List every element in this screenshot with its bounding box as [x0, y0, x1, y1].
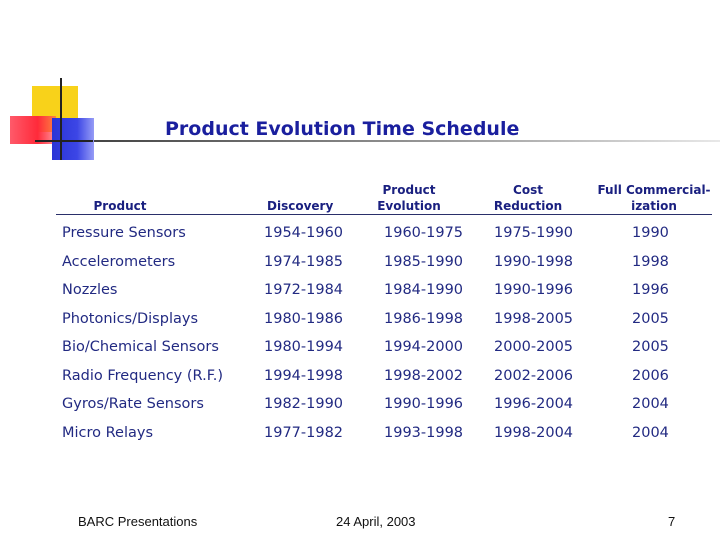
evolution-cell: 1986-1998 — [384, 310, 464, 327]
commercialization-cell: 1996 — [632, 282, 669, 298]
commercialization-cell: 2005 — [632, 339, 669, 355]
product-cell: Nozzles — [62, 282, 118, 298]
commercialization-cell: 2004 — [632, 396, 669, 412]
product-cell: Micro Relays — [62, 424, 154, 441]
table-row: Micro Relays 1977-1982 1993-1998 1998-2004 2… — [56, 419, 712, 447]
discovery-cell: 1974-1985 — [264, 253, 344, 270]
commercialization-cell: 2006 — [632, 367, 669, 384]
table-row: Accelerometers 1974-1985 1985-1990 1990-199… — [56, 248, 712, 276]
product-cell: Radio Frequency (R.F.) — [62, 367, 223, 384]
commercialization-cell: 2005 — [632, 310, 669, 327]
logo-horizontal-line — [35, 140, 93, 142]
discovery-cell: 1954-1960 — [264, 225, 344, 241]
table-row: Gyros/Rate Sensors 1982-1990 1990-1996 1996… — [56, 390, 712, 418]
cost-reduction-cell: 1975-1990 — [494, 225, 574, 241]
table-row: Nozzles 1972-1984 1984-1990 1990-1996 1996 — [56, 276, 712, 304]
cost-reduction-cell: 1990-1998 — [494, 253, 574, 270]
table-row: Bio/Chemical Sensors 1980-1994 1994-2000 20… — [56, 333, 712, 361]
title-underline — [94, 140, 720, 142]
logo-blue-square — [52, 118, 94, 160]
cost-reduction-cell: 1990-1996 — [494, 282, 574, 298]
evolution-cell: 1994-2000 — [384, 339, 464, 355]
cost-reduction-cell: 1998-2005 — [494, 310, 574, 327]
header-product: Product — [93, 199, 147, 213]
commercialization-cell: 2004 — [632, 424, 669, 441]
product-cell: Accelerometers — [62, 253, 176, 270]
header-discovery: Discovery — [267, 199, 334, 213]
table-row: Photonics/Displays 1980-1986 1986-1998 1998… — [56, 305, 712, 333]
footer-date: 24 April, 2003 — [336, 514, 416, 529]
product-cell: Bio/Chemical Sensors — [62, 339, 219, 355]
evolution-cell: 1984-1990 — [384, 282, 464, 298]
header-full-commercialization: Full Commercial- ization — [597, 183, 711, 213]
discovery-cell: 1980-1994 — [264, 339, 344, 355]
logo-vertical-line — [60, 78, 62, 160]
logo-red-bar — [10, 116, 56, 144]
header-product-evolution: Product Evolution — [377, 183, 441, 213]
evolution-cell: 1998-2002 — [384, 367, 464, 384]
cost-reduction-cell: 2000-2005 — [494, 339, 574, 355]
discovery-cell: 1977-1982 — [264, 424, 344, 441]
evolution-cell: 1960-1975 — [384, 225, 464, 241]
footer-presenter: BARC Presentations — [78, 514, 198, 529]
cost-reduction-cell: 1998-2004 — [494, 424, 574, 441]
product-cell: Photonics/Displays — [62, 310, 198, 327]
commercialization-cell: 1990 — [632, 225, 669, 241]
page-number: 7 — [668, 514, 676, 529]
table-row: Radio Frequency (R.F.) 1994-1998 1998-2002… — [56, 362, 712, 390]
discovery-cell: 1980-1986 — [264, 310, 344, 327]
header-cost-reduction: Cost Reduction — [493, 183, 563, 213]
discovery-cell: 1972-1984 — [264, 282, 344, 298]
product-cell: Pressure Sensors — [62, 225, 186, 241]
commercialization-cell: 1998 — [632, 253, 669, 270]
header-rule — [56, 214, 712, 215]
cost-reduction-cell: 1996-2004 — [494, 396, 574, 412]
cost-reduction-cell: 2002-2006 — [494, 367, 574, 384]
evolution-cell: 1993-1998 — [384, 424, 464, 441]
slide-title: Product Evolution Time Schedule — [165, 118, 520, 140]
discovery-cell: 1982-1990 — [264, 396, 344, 412]
discovery-cell: 1994-1998 — [264, 367, 344, 384]
table-row: Pressure Sensors 1954-1960 1960-1975 1975-1… — [56, 219, 712, 247]
evolution-cell: 1985-1990 — [384, 253, 464, 270]
evolution-cell: 1990-1996 — [384, 396, 464, 412]
product-cell: Gyros/Rate Sensors — [62, 396, 204, 412]
